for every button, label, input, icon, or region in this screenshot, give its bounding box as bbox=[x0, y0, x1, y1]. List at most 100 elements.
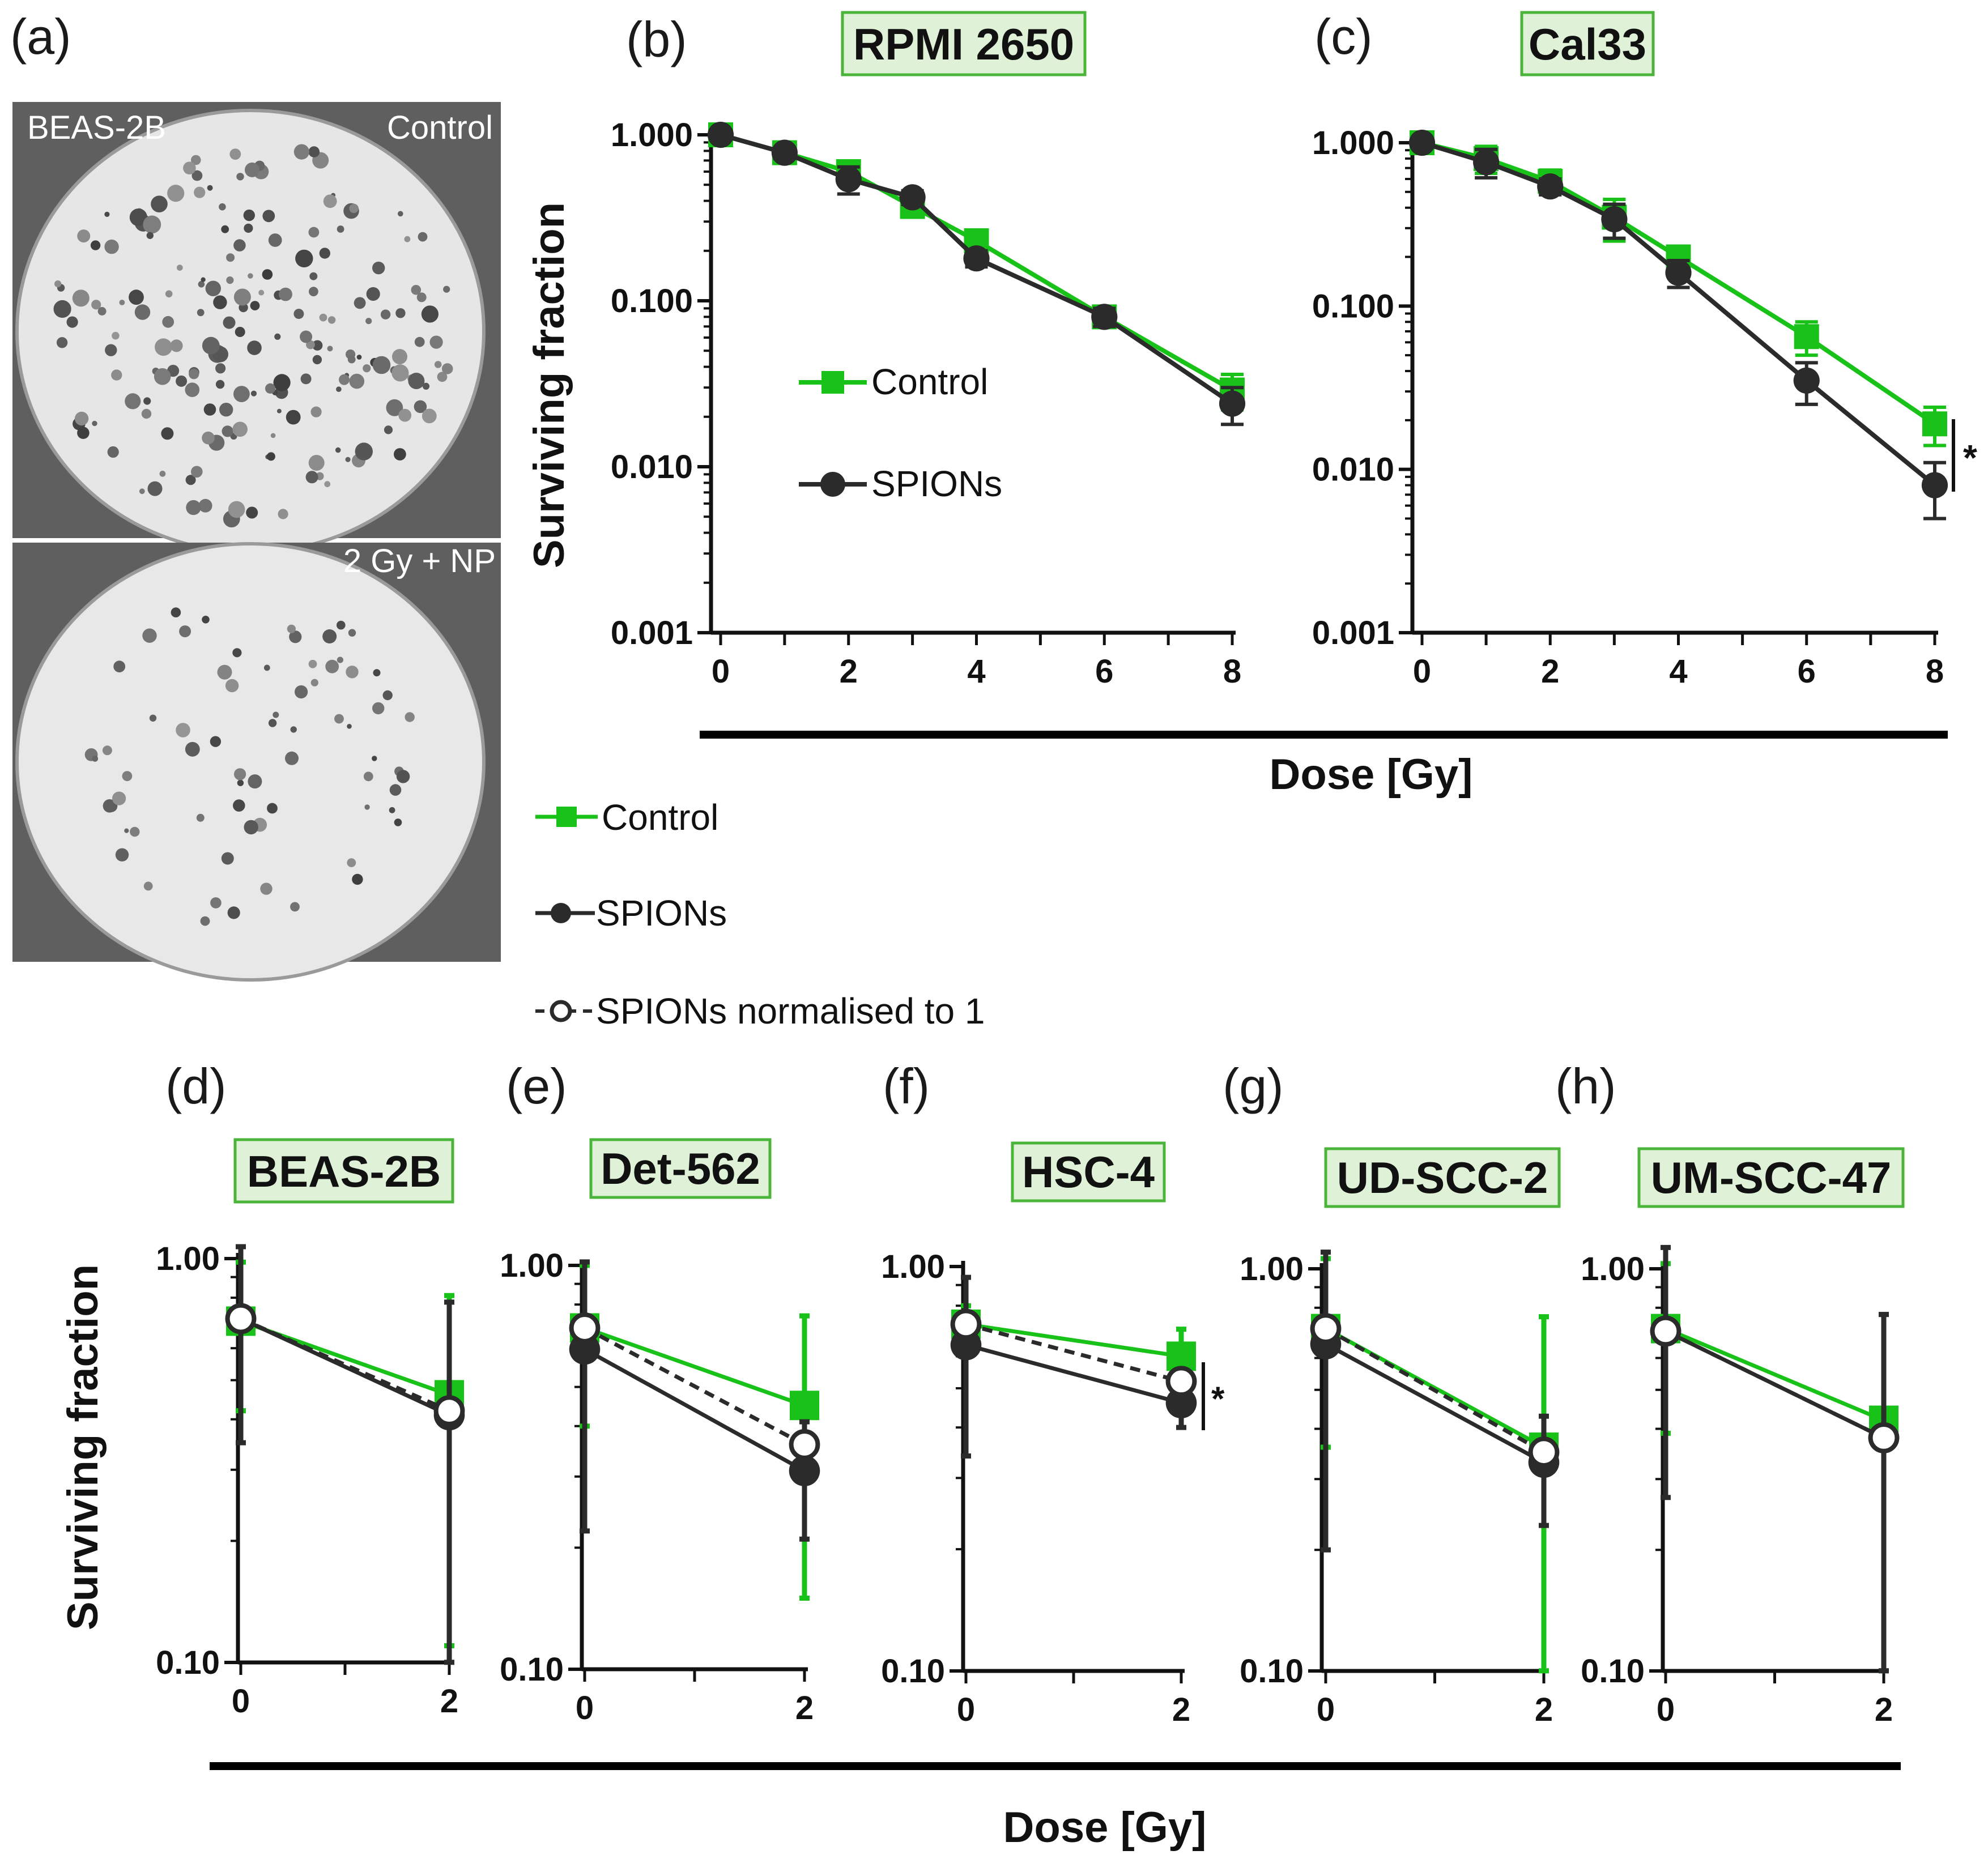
legend-spions-label: SPIONs bbox=[596, 893, 727, 933]
colony-dot bbox=[107, 446, 119, 458]
colony-dot bbox=[232, 421, 248, 437]
colony-dot bbox=[268, 233, 282, 247]
chart-g-title: UD-SCC-2 bbox=[1337, 1153, 1548, 1203]
chart-c-title-box bbox=[1520, 11, 1655, 76]
colonies-control bbox=[53, 144, 453, 528]
x-tick-label: 0 bbox=[1317, 1691, 1335, 1728]
colony-dot bbox=[66, 316, 78, 328]
legend-control-label: Control bbox=[602, 797, 718, 838]
panel-c-letter: (c) bbox=[1314, 8, 1373, 65]
colony-dot bbox=[149, 714, 157, 722]
colony-dot bbox=[233, 239, 246, 251]
y-tick-label: 0.001 bbox=[611, 615, 693, 651]
series-line-control bbox=[584, 1326, 806, 1408]
colony-dot bbox=[286, 410, 301, 425]
colony-dot bbox=[372, 756, 377, 761]
colony-dot bbox=[179, 625, 191, 638]
colony-dot bbox=[262, 210, 275, 223]
x-tick-label: 2 bbox=[795, 1690, 814, 1726]
data-point-normalised bbox=[1528, 1436, 1560, 1468]
colony-dot bbox=[97, 307, 107, 315]
colony-dot bbox=[221, 852, 234, 865]
colony-dot bbox=[290, 726, 297, 733]
colony-dot bbox=[405, 712, 415, 722]
x-tick-label: 6 bbox=[1095, 653, 1113, 690]
series-line-spions-normalised-to-1 bbox=[1325, 1327, 1545, 1454]
legend-b-control-label: Control bbox=[871, 361, 988, 402]
colony-dot bbox=[398, 211, 403, 217]
colony-dot bbox=[250, 301, 260, 310]
colony-dot bbox=[227, 906, 240, 919]
data-point-control bbox=[1794, 324, 1819, 349]
panel-e-letter: (e) bbox=[506, 1058, 567, 1114]
x-tick-label: 2 bbox=[840, 653, 858, 690]
colony-dot bbox=[347, 724, 352, 729]
colony-dot bbox=[384, 425, 393, 434]
colony-dot bbox=[77, 427, 90, 439]
chart-d-plot: 1.00 0.10 0 2 bbox=[156, 1240, 465, 1720]
colony-dot bbox=[202, 431, 215, 445]
colony-dot bbox=[130, 826, 140, 837]
colony-dot bbox=[260, 882, 273, 895]
colony-dot bbox=[364, 804, 370, 810]
colony-dot bbox=[167, 185, 185, 202]
colony-dot bbox=[219, 203, 226, 211]
y-tick-label: 0.010 bbox=[1312, 451, 1394, 488]
colony-dot bbox=[72, 289, 90, 307]
colony-dot bbox=[295, 685, 308, 699]
colony-dot bbox=[372, 261, 385, 275]
colony-dot bbox=[300, 330, 313, 343]
colony-dot bbox=[437, 372, 448, 382]
colony-dot bbox=[392, 349, 407, 365]
data-point-normalised bbox=[1165, 1366, 1197, 1397]
y-tick-label: 0.100 bbox=[1312, 288, 1394, 325]
chart-c-significance: * bbox=[1963, 437, 1977, 478]
colony-dot bbox=[337, 225, 344, 233]
colony-dot bbox=[414, 336, 425, 347]
data-point-spions bbox=[569, 1333, 601, 1365]
colony-dot bbox=[233, 799, 245, 812]
colony-dot bbox=[226, 253, 235, 262]
x-tick-label: 2 bbox=[1541, 653, 1559, 690]
colony-dot bbox=[310, 679, 318, 687]
x-tick-label: 8 bbox=[1223, 653, 1241, 690]
y-tick-label: 1.00 bbox=[1240, 1251, 1304, 1287]
colony-dot bbox=[347, 355, 356, 364]
colony-dot bbox=[356, 355, 362, 360]
data-point-spions bbox=[707, 121, 734, 148]
colony-dot bbox=[176, 723, 190, 737]
x-tick-label: 0 bbox=[232, 1683, 250, 1720]
chart-h-title: UM-SCC-47 bbox=[1651, 1153, 1892, 1203]
colony-dot bbox=[300, 373, 312, 385]
panel-g-letter: (g) bbox=[1223, 1058, 1284, 1114]
colony-dot bbox=[141, 408, 152, 419]
chart-h-title-box bbox=[1637, 1147, 1905, 1208]
x-tick-label: 0 bbox=[576, 1690, 594, 1726]
colony-dot bbox=[267, 803, 278, 814]
data-point-normalised bbox=[950, 1308, 982, 1340]
colony-dot bbox=[266, 452, 275, 461]
data-point-spions bbox=[1537, 173, 1564, 200]
colony-dot bbox=[185, 741, 200, 757]
colony-dot bbox=[319, 313, 327, 322]
colony-dot bbox=[170, 339, 183, 352]
colony-dot bbox=[273, 711, 279, 718]
colony-dot bbox=[389, 784, 402, 796]
colony-dot bbox=[129, 289, 144, 305]
colony-dot bbox=[418, 232, 428, 242]
colony-dot bbox=[221, 225, 229, 233]
colony-dot bbox=[213, 295, 227, 309]
colony-dot bbox=[325, 659, 339, 673]
colony-dot bbox=[215, 380, 225, 389]
y-tick-label: 1.00 bbox=[500, 1247, 564, 1284]
data-point-normalised bbox=[569, 1312, 601, 1344]
colony-dot bbox=[201, 277, 206, 282]
colony-dot bbox=[91, 300, 101, 310]
colony-dot bbox=[394, 818, 402, 826]
chart-e-plot: 1.00 0.10 0 2 bbox=[500, 1247, 820, 1726]
colony-dot bbox=[391, 364, 409, 382]
colonies-irradiated bbox=[84, 607, 415, 926]
colony-dot bbox=[421, 305, 439, 323]
colony-dot bbox=[339, 374, 350, 385]
chart-b-legend: Control SPIONs bbox=[799, 361, 1002, 504]
